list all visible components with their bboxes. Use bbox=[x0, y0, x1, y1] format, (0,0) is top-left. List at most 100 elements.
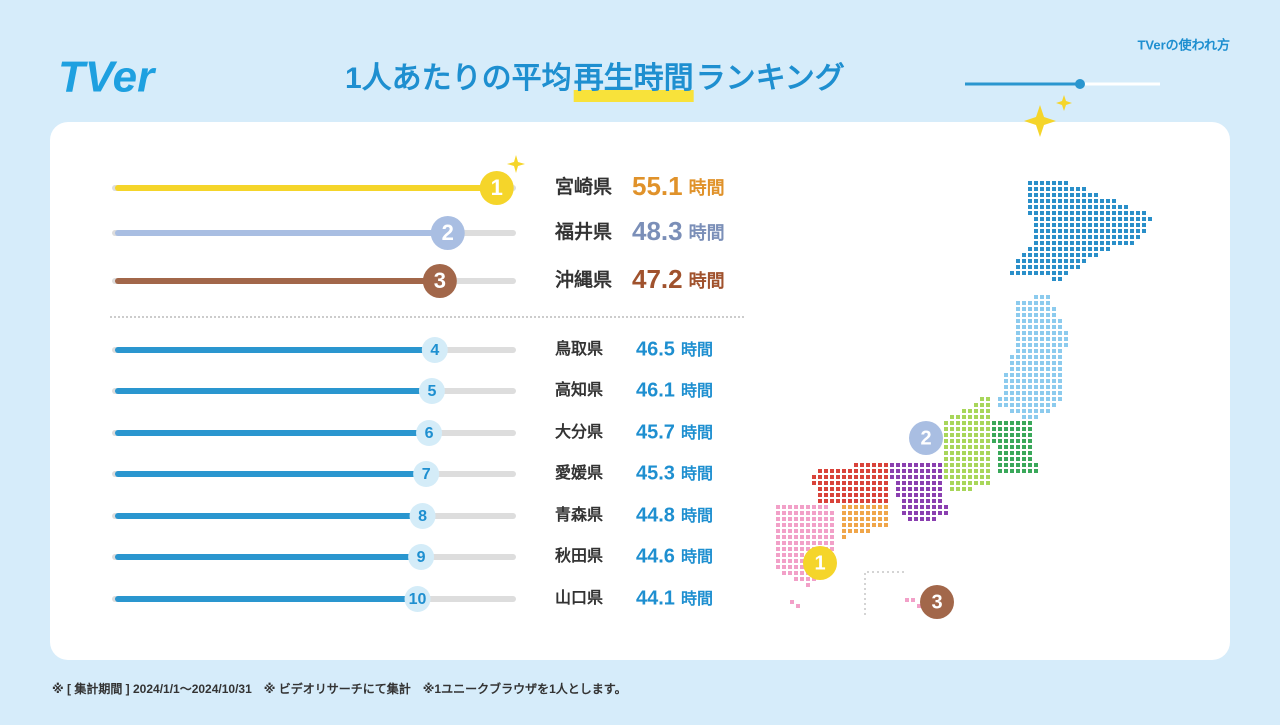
map-dot bbox=[1064, 205, 1068, 209]
map-dot bbox=[1040, 391, 1044, 395]
map-dot bbox=[1094, 211, 1098, 215]
map-dot bbox=[1028, 265, 1032, 269]
map-dot bbox=[1010, 361, 1014, 365]
map-dot bbox=[866, 517, 870, 521]
map-dot bbox=[1088, 211, 1092, 215]
map-dot bbox=[1124, 229, 1128, 233]
map-dot bbox=[902, 493, 906, 497]
map-dot bbox=[1058, 235, 1062, 239]
map-dot bbox=[854, 511, 858, 515]
map-dot bbox=[1088, 235, 1092, 239]
map-dot bbox=[1010, 385, 1014, 389]
map-dot bbox=[1046, 271, 1050, 275]
map-dot bbox=[1028, 469, 1032, 473]
map-dot bbox=[884, 511, 888, 515]
map-dot bbox=[974, 427, 978, 431]
map-dot bbox=[1028, 379, 1032, 383]
map-dot bbox=[896, 481, 900, 485]
map-dot bbox=[1112, 235, 1116, 239]
map-dot bbox=[962, 409, 966, 413]
map-dot bbox=[824, 535, 828, 539]
map-dot bbox=[776, 511, 780, 515]
map-dot bbox=[1028, 319, 1032, 323]
map-dot bbox=[1076, 193, 1080, 197]
map-dot bbox=[866, 499, 870, 503]
map-dot bbox=[1046, 205, 1050, 209]
map-dot bbox=[1064, 223, 1068, 227]
map-dot bbox=[1106, 241, 1110, 245]
map-dot bbox=[1112, 205, 1116, 209]
map-dot bbox=[854, 505, 858, 509]
unit: 時間 bbox=[681, 464, 713, 483]
map-dot bbox=[842, 469, 846, 473]
map-dot bbox=[962, 457, 966, 461]
map-dot bbox=[920, 505, 924, 509]
map-dot bbox=[1100, 223, 1104, 227]
map-dot bbox=[1058, 355, 1062, 359]
map-dot bbox=[968, 409, 972, 413]
map-dot bbox=[824, 469, 828, 473]
map-dot bbox=[1016, 259, 1020, 263]
map-dot bbox=[794, 529, 798, 533]
map-dot bbox=[1016, 469, 1020, 473]
map-dot bbox=[830, 517, 834, 521]
map-dot bbox=[884, 469, 888, 473]
map-dot bbox=[1112, 217, 1116, 221]
sparkle bbox=[507, 155, 525, 173]
map-dot bbox=[1064, 217, 1068, 221]
category: 大分県 bbox=[555, 422, 603, 441]
map-dot bbox=[1106, 217, 1110, 221]
value-label: 46.1 bbox=[636, 379, 675, 401]
map-dot bbox=[1088, 205, 1092, 209]
map-dot bbox=[1058, 247, 1062, 251]
map-dot bbox=[1040, 403, 1044, 407]
map-dot bbox=[854, 529, 858, 533]
map-dot bbox=[1106, 205, 1110, 209]
map-dot bbox=[1034, 247, 1038, 251]
map-dot bbox=[908, 475, 912, 479]
map-dot bbox=[1004, 433, 1008, 437]
map-dot bbox=[1034, 361, 1038, 365]
map-dot bbox=[818, 505, 822, 509]
map-dot bbox=[818, 511, 822, 515]
map-rank-label: 1 bbox=[814, 552, 825, 574]
map-dot bbox=[794, 553, 798, 557]
map-dot bbox=[776, 529, 780, 533]
map-dot bbox=[1142, 211, 1146, 215]
map-dot bbox=[1016, 451, 1020, 455]
map-dot bbox=[1064, 235, 1068, 239]
map-dot bbox=[1058, 259, 1062, 263]
knob bbox=[409, 503, 436, 529]
map-dot bbox=[848, 517, 852, 521]
rank: 1 bbox=[491, 175, 503, 200]
map-dot bbox=[1058, 187, 1062, 191]
map-dot bbox=[836, 475, 840, 479]
map-dot bbox=[962, 463, 966, 467]
map-dot bbox=[854, 469, 858, 473]
map-dot bbox=[1052, 259, 1056, 263]
map-dot bbox=[914, 469, 918, 473]
map-dot bbox=[932, 469, 936, 473]
map-dot bbox=[1046, 391, 1050, 395]
map-dot bbox=[1034, 463, 1038, 467]
category: 秋田県 bbox=[555, 546, 603, 565]
map-dot bbox=[992, 421, 996, 425]
map-dot bbox=[1040, 229, 1044, 233]
category: 福井県 bbox=[554, 220, 612, 243]
map-dot bbox=[980, 463, 984, 467]
map-dot bbox=[824, 523, 828, 527]
map-dot bbox=[1010, 355, 1014, 359]
map-dot bbox=[950, 427, 954, 431]
map-dot bbox=[1010, 427, 1014, 431]
corner-label: TVerの使われ方 bbox=[1137, 37, 1230, 52]
map-dot bbox=[818, 499, 822, 503]
map-dot bbox=[1016, 445, 1020, 449]
map-dot bbox=[1040, 325, 1044, 329]
map-dot bbox=[1100, 211, 1104, 215]
map-dot bbox=[1094, 247, 1098, 251]
map-dot bbox=[1064, 187, 1068, 191]
map-dot bbox=[860, 511, 864, 515]
map-dot bbox=[1058, 193, 1062, 197]
map-dot bbox=[1016, 433, 1020, 437]
map-dot bbox=[824, 505, 828, 509]
